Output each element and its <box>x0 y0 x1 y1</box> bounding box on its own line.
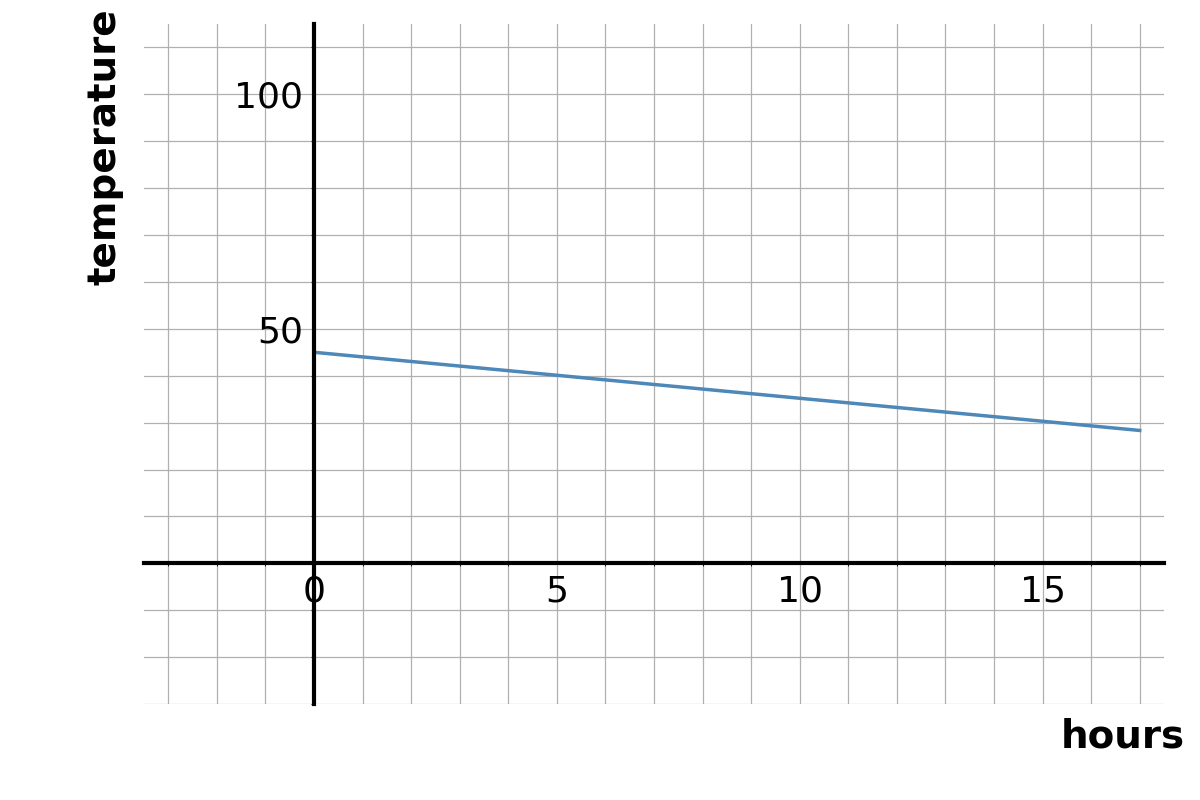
Y-axis label: temperature: temperature <box>85 8 124 285</box>
X-axis label: hours: hours <box>1061 718 1184 755</box>
